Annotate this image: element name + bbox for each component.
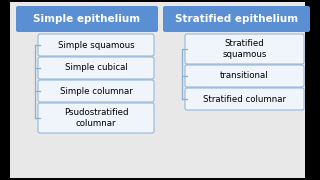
- Text: Stratified
squamous: Stratified squamous: [222, 39, 267, 59]
- FancyBboxPatch shape: [38, 80, 154, 102]
- Text: Simple columnar: Simple columnar: [60, 87, 132, 96]
- FancyBboxPatch shape: [185, 65, 304, 87]
- Text: Psudostratified
columnar: Psudostratified columnar: [64, 108, 128, 128]
- FancyBboxPatch shape: [16, 6, 158, 32]
- FancyBboxPatch shape: [38, 103, 154, 133]
- Text: Simple squamous: Simple squamous: [58, 40, 134, 50]
- FancyBboxPatch shape: [10, 2, 305, 178]
- FancyBboxPatch shape: [163, 6, 310, 32]
- Text: transitional: transitional: [220, 71, 269, 80]
- FancyBboxPatch shape: [185, 88, 304, 110]
- FancyBboxPatch shape: [38, 57, 154, 79]
- FancyBboxPatch shape: [185, 34, 304, 64]
- Text: Stratified columnar: Stratified columnar: [203, 94, 286, 103]
- FancyBboxPatch shape: [38, 34, 154, 56]
- Text: Stratified epithelium: Stratified epithelium: [175, 14, 298, 24]
- Text: Simple epithelium: Simple epithelium: [33, 14, 140, 24]
- Text: Simple cubical: Simple cubical: [65, 64, 127, 73]
